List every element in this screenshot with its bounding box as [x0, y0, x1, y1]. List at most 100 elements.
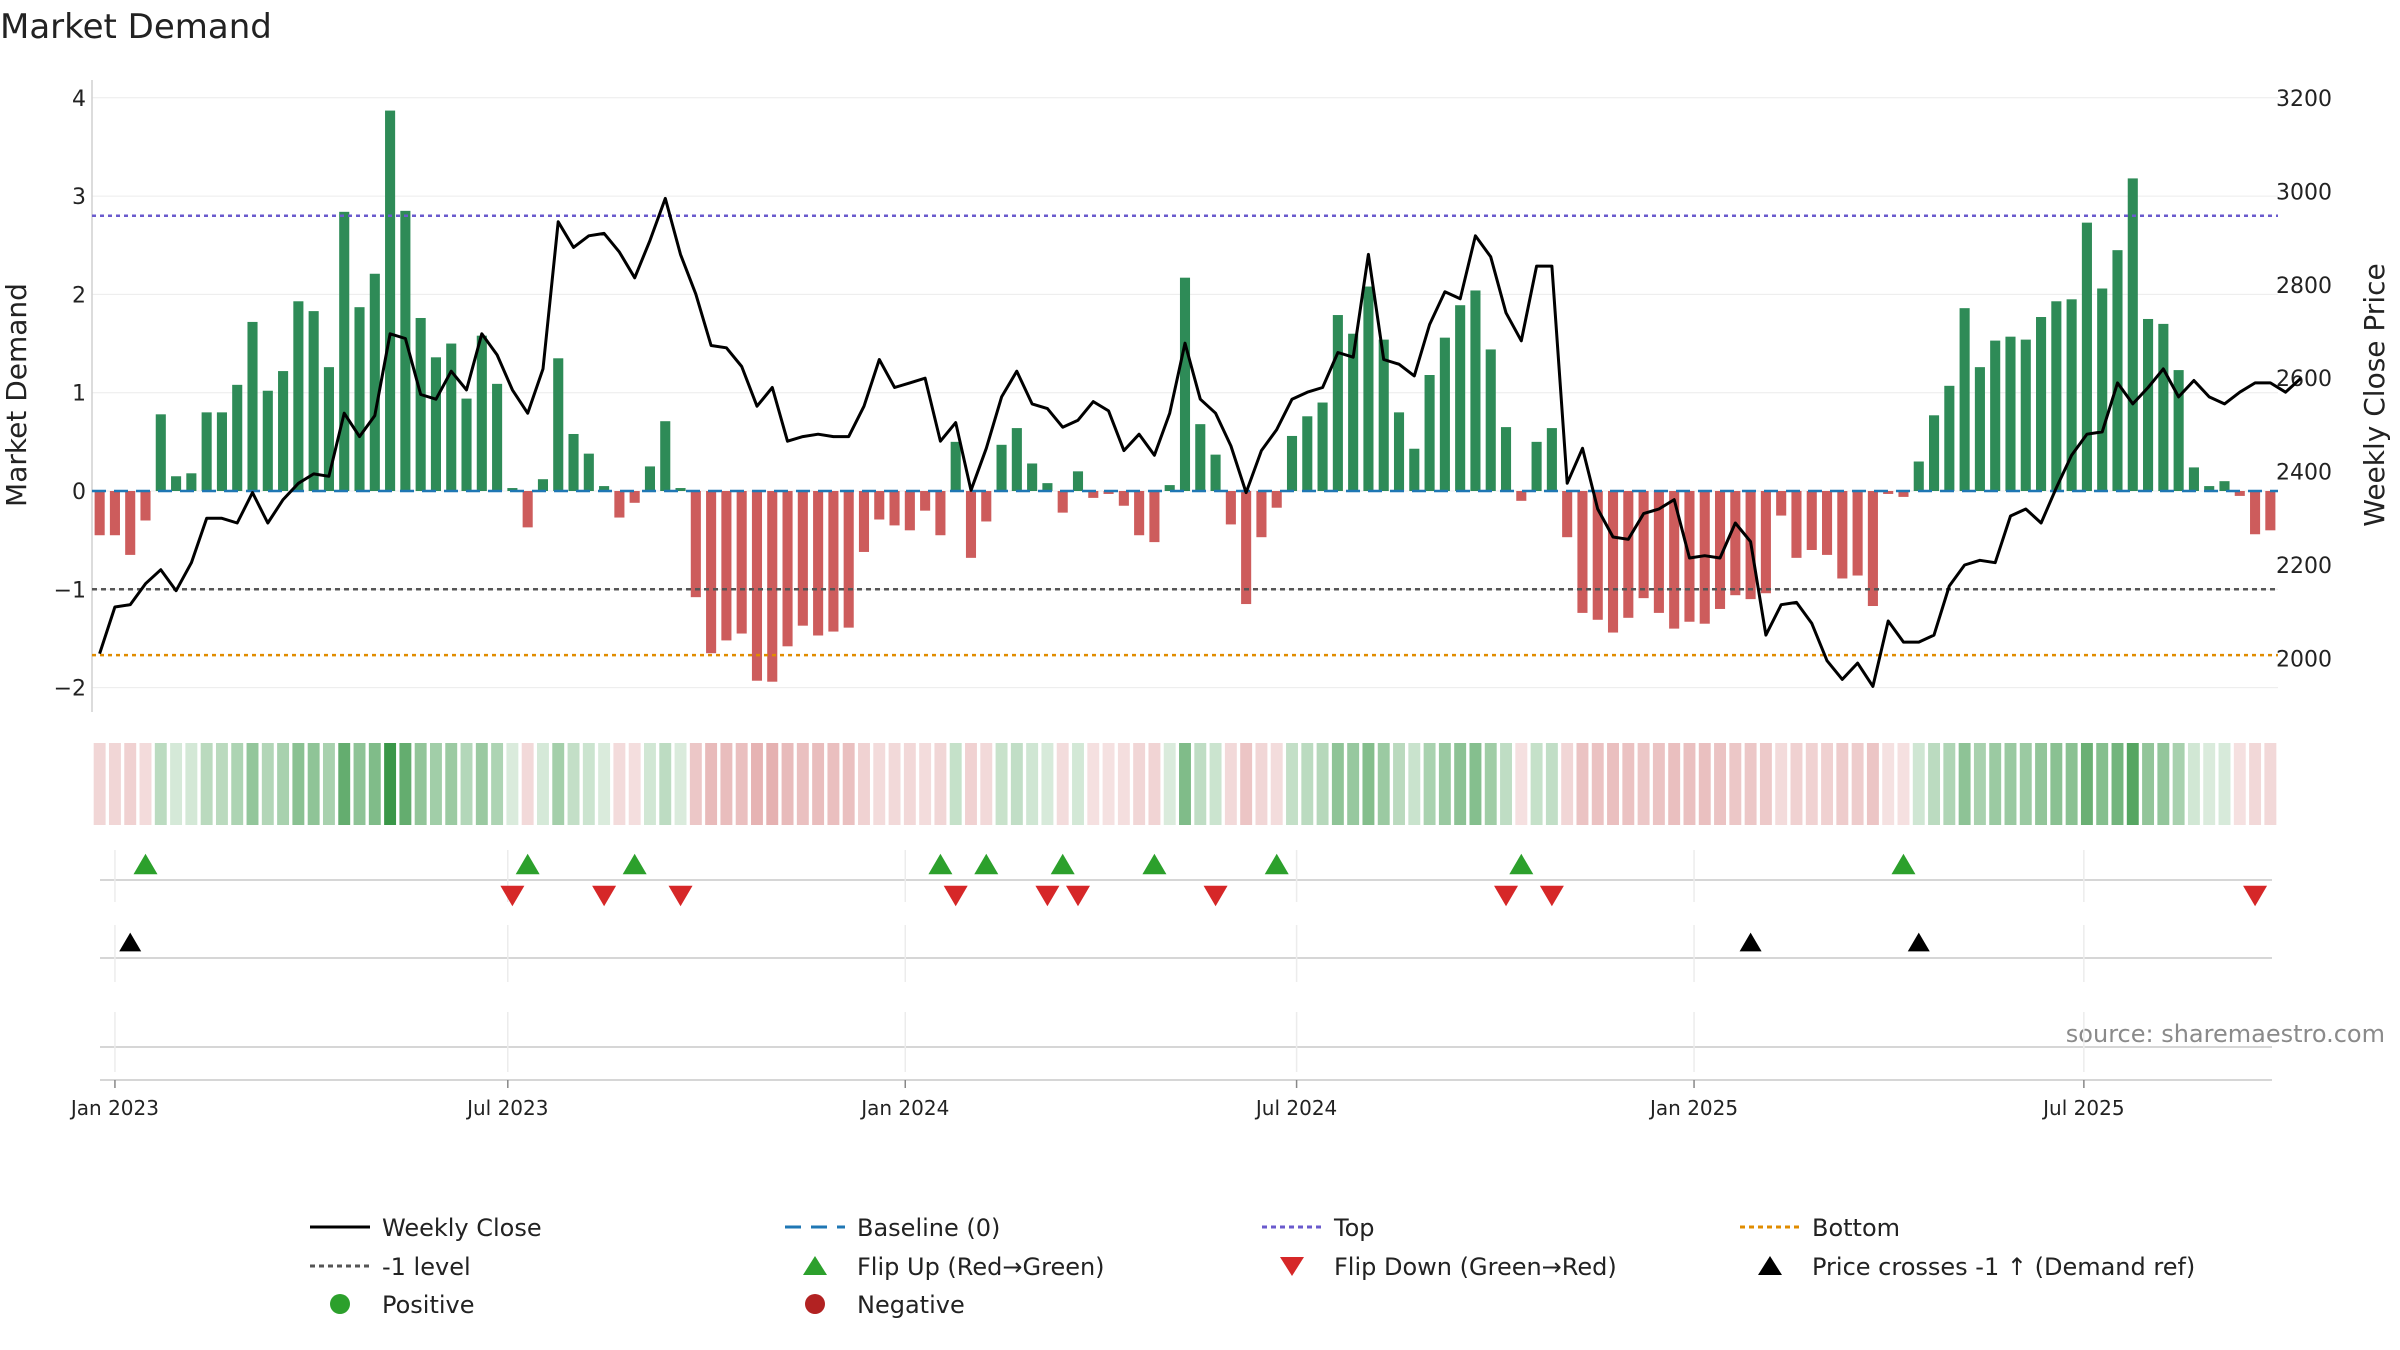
heat-strip-cell: [1561, 743, 1574, 825]
y2-tick-label: 2000: [2276, 647, 2332, 672]
plot-layer: 4 3 2 1 0 −1 −2 3200 3000 2800 2600 2400 2200 2000 Jan…: [54, 80, 2332, 1120]
negative-demand-bar: [1852, 491, 1863, 576]
positive-demand-bar: [2081, 222, 2092, 492]
heat-strip-cell: [1072, 743, 1084, 825]
heat-strip-cell: [628, 743, 641, 825]
heat-strip-cell: [2035, 743, 2048, 825]
heat-strip-cell: [521, 743, 534, 825]
heat-strip-cell: [582, 743, 595, 825]
heat-strip-cell: [1836, 743, 1849, 825]
positive-demand-bar: [2051, 301, 2062, 491]
legend-circle-swatch: [330, 1294, 350, 1314]
negative-demand-bar: [706, 491, 717, 654]
heat-strip-cell: [1668, 743, 1681, 825]
heat-strip-cell: [1698, 743, 1711, 825]
positive-demand-bar: [660, 421, 671, 491]
heat-strip-cell: [124, 743, 137, 825]
positive-demand-bar: [247, 321, 258, 491]
y-tick-label: −2: [54, 677, 86, 702]
heat-strip-cell: [414, 743, 427, 825]
heat-strip-cell: [200, 743, 213, 825]
positive-demand-bar: [323, 367, 334, 491]
heat-strip-cell: [246, 743, 259, 825]
heat-strip-cell: [1729, 743, 1742, 825]
negative-demand-bar: [629, 491, 640, 503]
negative-demand-bar: [2265, 491, 2276, 531]
heat-strip-cell: [1010, 743, 1023, 825]
negative-demand-bar: [1256, 491, 1267, 538]
heat-strip-cell: [1408, 743, 1421, 825]
positive-demand-bar: [385, 110, 396, 491]
negative-demand-bar: [1760, 491, 1771, 594]
negative-demand-bar: [1577, 491, 1588, 613]
heat-strip-cell: [1928, 743, 1941, 825]
heat-strip-cell: [475, 743, 488, 825]
flip-down-marker: [668, 885, 693, 907]
negative-demand-bar: [935, 491, 946, 536]
flip-down-marker: [1539, 885, 1564, 907]
negative-demand-bar: [858, 491, 870, 552]
legend-triangle-up-swatch: [1758, 1256, 1782, 1275]
legend-label: Weekly Close: [382, 1214, 542, 1242]
legend-item: Flip Up (Red→Green): [803, 1253, 1105, 1281]
positive-demand-bar: [1944, 385, 1955, 491]
negative-demand-bar: [2250, 491, 2261, 535]
positive-demand-bar: [1974, 367, 1985, 491]
heat-strip-cell: [1637, 743, 1650, 825]
legend-label: Price crosses -1 ↑ (Demand ref): [1812, 1253, 2195, 1281]
legend-item: Weekly Close: [310, 1214, 542, 1242]
heat-strip-cell: [399, 743, 412, 825]
heat-strip-cell: [1163, 743, 1176, 825]
heat-strip-cell: [1026, 743, 1039, 825]
x-tick-label: Jul 2024: [1254, 1096, 1337, 1120]
negative-demand-bar: [1103, 491, 1114, 494]
heat-strip-cell: [1882, 743, 1895, 825]
heat-strip-cell: [338, 743, 351, 825]
negative-demand-bar: [1806, 491, 1817, 550]
positive-demand-bar: [1546, 428, 1557, 491]
heat-strip-cell: [751, 743, 763, 825]
heat-strip-cell: [2203, 743, 2216, 825]
heat-strip-cell: [536, 743, 549, 825]
legend-item: Top: [1262, 1214, 1375, 1242]
negative-demand-bar: [1791, 491, 1802, 558]
negative-demand-bar: [751, 491, 763, 681]
heat-strip-cell: [170, 743, 183, 825]
legend-label: Bottom: [1812, 1214, 1900, 1242]
chart-title: Market Demand: [0, 7, 272, 47]
heat-strip-cell: [1530, 743, 1543, 825]
negative-demand-bar: [2234, 491, 2245, 496]
heat-strip-cell: [1438, 743, 1451, 825]
heat-strip-cell: [689, 743, 702, 825]
heat-strip-cell: [139, 743, 152, 825]
heat-strip-cell: [1821, 743, 1834, 825]
legend-label: Flip Down (Green→Red): [1334, 1253, 1617, 1281]
heat-strip-cell: [1775, 743, 1788, 825]
heat-strip-cell: [2249, 743, 2262, 825]
positive-demand-bar: [2005, 336, 2016, 491]
negative-demand-bar: [797, 491, 808, 626]
heat-strip-cell: [1224, 743, 1237, 825]
positive-demand-bar: [2158, 323, 2169, 491]
flip-down-marker: [500, 885, 525, 907]
positive-demand-bar: [2097, 288, 2108, 491]
positive-demand-bar: [461, 398, 472, 491]
heat-strip-cell: [1759, 743, 1772, 825]
heat-strip-cell: [231, 743, 244, 825]
x-tick-label: Jul 2023: [465, 1096, 548, 1120]
y-tick-label: 3: [72, 185, 86, 210]
positive-demand-bar: [155, 414, 166, 491]
positive-demand-bar: [232, 384, 243, 491]
positive-demand-bar: [644, 466, 656, 491]
heat-strip-cell: [1469, 743, 1482, 825]
price-cross-marker: [1739, 932, 1762, 952]
heat-strip-cell: [2187, 743, 2200, 825]
heat-strip-cell: [995, 743, 1008, 825]
negative-demand-bar: [1837, 491, 1848, 579]
heat-strip-cell: [1790, 743, 1803, 825]
negative-demand-bar: [767, 491, 778, 682]
flip-down-marker: [1494, 885, 1519, 907]
heat-strip-cell: [919, 743, 932, 825]
heat-strip-cell: [277, 743, 290, 825]
